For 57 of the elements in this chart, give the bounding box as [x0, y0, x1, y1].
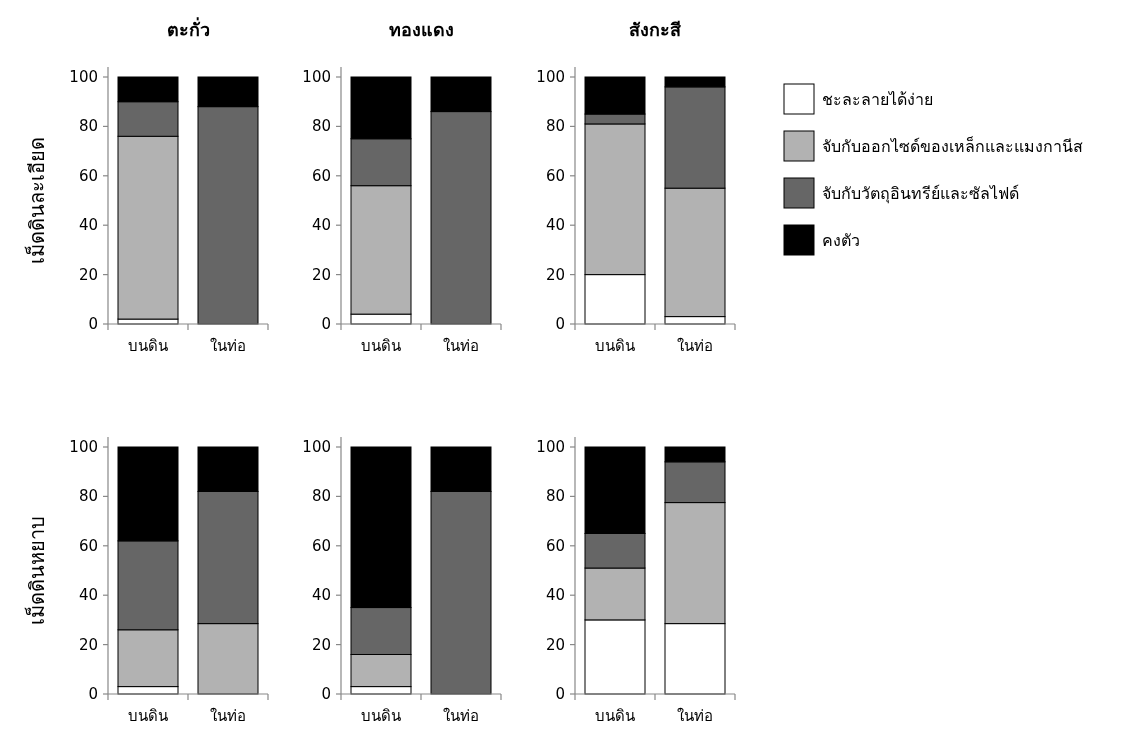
y-tick-label: 40: [78, 216, 98, 235]
legend-label: ชะละลายได้ง่าย: [822, 90, 933, 109]
y-tick-label: 80: [78, 487, 98, 506]
y-tick-label: 60: [545, 166, 565, 185]
y-tick-label: 100: [69, 438, 98, 456]
legend-label: จับกับวัตถุอินทรีย์และซัลไฟด์: [822, 184, 1019, 204]
y-tick-label: 60: [78, 536, 98, 555]
y-tick-label: 100: [302, 438, 331, 456]
legend-label: คงตัว: [822, 231, 860, 250]
y-tick-label: 60: [545, 536, 565, 555]
y-tick-label: 20: [78, 635, 98, 654]
y-tick-label: 20: [78, 265, 98, 284]
legend-label: จับกับออกไซด์ของเหล็กและแมงกานีส: [822, 136, 1083, 156]
y-tick-label: 100: [536, 68, 565, 86]
x-tick-label: บนดิน: [128, 337, 168, 355]
y-tick-label: 0: [88, 685, 98, 703]
y-tick-label: 20: [545, 265, 565, 284]
y-tick-label: 100: [536, 438, 565, 456]
x-tick-label: ในท่อ: [677, 337, 713, 355]
x-tick-label: ในท่อ: [443, 707, 479, 725]
y-tick-label: 40: [545, 216, 565, 235]
x-tick-label: ในท่อ: [210, 707, 246, 725]
y-tick-label: 60: [311, 166, 331, 185]
y-tick-label: 80: [545, 487, 565, 506]
y-tick-label: 20: [545, 635, 565, 654]
x-tick-label: บนดิน: [361, 707, 401, 725]
y-tick-label: 20: [311, 635, 331, 654]
chart-title: สังกะสี: [629, 19, 682, 40]
y-tick-label: 0: [321, 685, 331, 703]
y-tick-label: 0: [321, 315, 331, 333]
y-tick-label: 80: [311, 117, 331, 136]
y-tick-label: 80: [545, 117, 565, 136]
x-tick-label: ในท่อ: [443, 337, 479, 355]
y-tick-label: 80: [311, 487, 331, 506]
y-tick-label: 20: [311, 265, 331, 284]
y-tick-label: 60: [311, 536, 331, 555]
chart-title: ตะกั่ว: [166, 17, 210, 40]
x-tick-label: บนดิน: [595, 337, 635, 355]
y-tick-label: 80: [78, 117, 98, 136]
x-tick-label: บนดิน: [128, 707, 168, 725]
x-tick-label: ในท่อ: [210, 337, 246, 355]
y-tick-label: 100: [302, 68, 331, 86]
y-tick-label: 40: [78, 586, 98, 605]
y-tick-label: 60: [78, 166, 98, 185]
y-tick-label: 0: [555, 685, 565, 703]
chart-title: ทองแดง: [388, 19, 454, 40]
y-tick-label: 0: [555, 315, 565, 333]
y-axis-title: เม็ดดินละเอียด: [24, 137, 49, 264]
y-tick-label: 40: [545, 586, 565, 605]
x-tick-label: บนดิน: [595, 707, 635, 725]
y-tick-label: 40: [311, 586, 331, 605]
y-axis-title: เม็ดดินหยาบ: [24, 516, 49, 625]
y-tick-label: 0: [88, 315, 98, 333]
y-tick-label: 40: [311, 216, 331, 235]
y-tick-label: 100: [69, 68, 98, 86]
x-tick-label: บนดิน: [361, 337, 401, 355]
x-tick-label: ในท่อ: [677, 707, 713, 725]
